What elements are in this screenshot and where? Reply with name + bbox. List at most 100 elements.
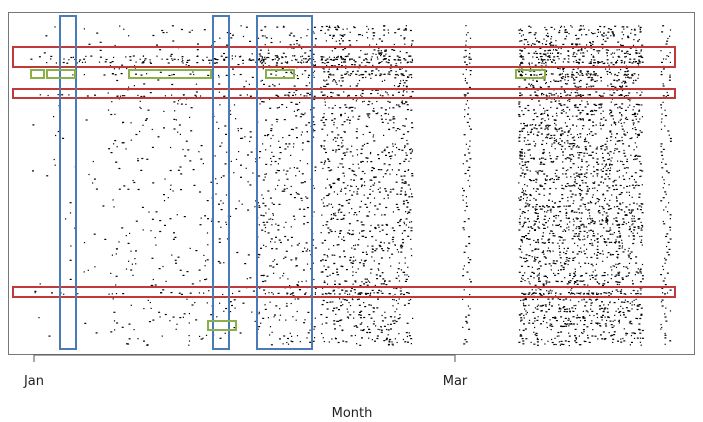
data-point [524, 217, 526, 219]
data-point [540, 118, 543, 120]
data-point [553, 59, 556, 61]
data-point [313, 98, 316, 100]
data-point [574, 143, 576, 145]
data-point [542, 251, 544, 253]
data-point [379, 94, 381, 96]
data-point [565, 170, 567, 172]
data-point [264, 62, 266, 64]
data-point [218, 238, 221, 240]
data-point [344, 55, 347, 58]
data-point [629, 100, 631, 102]
data-point [519, 215, 521, 217]
data-point [567, 263, 569, 266]
data-point [535, 124, 537, 126]
data-point [371, 73, 373, 75]
data-point [378, 53, 381, 55]
data-point [304, 112, 306, 114]
data-point [633, 29, 636, 31]
data-point [596, 190, 598, 192]
data-point [129, 56, 132, 58]
data-point [565, 214, 567, 217]
data-point [181, 56, 184, 58]
data-point [619, 235, 622, 237]
data-point [534, 32, 537, 34]
data-point [261, 62, 263, 65]
data-point [545, 280, 548, 282]
data-point [363, 260, 366, 262]
data-point [590, 308, 592, 310]
data-point [633, 61, 635, 63]
data-point [571, 154, 574, 156]
data-point [601, 61, 604, 63]
data-point [108, 148, 111, 150]
data-point [632, 122, 635, 124]
data-point [338, 283, 341, 285]
data-point [592, 230, 594, 232]
data-point [347, 202, 350, 204]
data-point [530, 226, 532, 228]
data-point [594, 203, 596, 205]
data-point [262, 280, 265, 283]
data-point [39, 94, 41, 96]
data-point [402, 73, 404, 75]
data-point [527, 161, 529, 163]
data-point [369, 74, 371, 76]
data-point [300, 197, 303, 199]
data-point [463, 56, 466, 58]
data-point [591, 242, 593, 244]
data-point [579, 25, 582, 27]
data-point [535, 209, 537, 211]
data-point [641, 91, 643, 93]
data-point [411, 255, 413, 257]
data-point [527, 226, 529, 228]
data-point [519, 92, 522, 94]
data-point [573, 235, 575, 237]
data-point [313, 124, 316, 126]
data-point [356, 149, 358, 151]
data-point [539, 185, 542, 187]
data-point [340, 218, 343, 220]
data-point [551, 338, 553, 341]
data-point [337, 25, 339, 27]
data-point [313, 95, 316, 97]
data-point [469, 128, 472, 130]
data-point [344, 154, 346, 156]
data-point [567, 323, 569, 325]
data-point [238, 200, 240, 202]
data-point [565, 325, 568, 327]
data-point [290, 32, 293, 34]
data-point [392, 236, 395, 238]
data-point [69, 278, 72, 280]
data-point [293, 197, 296, 199]
data-point [579, 133, 582, 135]
data-point [338, 64, 340, 66]
data-point [615, 281, 618, 283]
data-point [541, 242, 544, 244]
data-point [638, 59, 641, 61]
data-point [571, 73, 574, 75]
data-point [606, 70, 609, 73]
data-point [133, 329, 135, 331]
data-point [410, 61, 413, 63]
data-point [579, 184, 581, 186]
data-point [401, 74, 404, 76]
data-point [198, 269, 201, 271]
data-point [254, 206, 256, 208]
data-point [340, 305, 342, 307]
data-point [604, 238, 606, 241]
data-point [206, 200, 209, 202]
data-point [381, 95, 384, 97]
data-point [169, 169, 172, 172]
data-point [618, 311, 621, 314]
data-point [544, 128, 546, 130]
data-point [639, 118, 641, 120]
data-point [378, 70, 380, 72]
data-point [636, 305, 639, 307]
data-point [526, 124, 528, 126]
data-point [177, 59, 179, 61]
data-point [215, 193, 217, 195]
data-point [245, 80, 247, 82]
data-point [566, 157, 569, 159]
data-point [331, 65, 334, 67]
data-point [336, 268, 339, 270]
